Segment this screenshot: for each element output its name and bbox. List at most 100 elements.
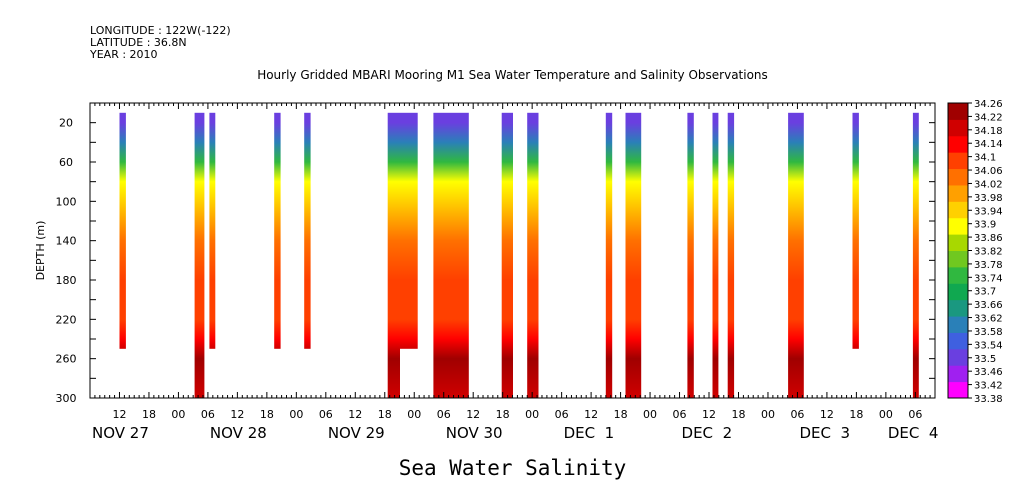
x-day-label: DEC 2	[682, 424, 733, 442]
x-day-label: NOV 28	[210, 424, 267, 442]
x-day-label: NOV 29	[328, 424, 385, 442]
data-column-7	[400, 112, 418, 349]
colorbar-label: 33.94	[974, 206, 1003, 217]
colorbar-label: 33.54	[974, 340, 1003, 351]
x-hour-label: 06	[673, 408, 687, 421]
colorbar-swatch	[948, 250, 968, 268]
data-column-13	[687, 112, 694, 399]
x-hour-label: 06	[201, 408, 215, 421]
x-hour-label: 18	[614, 408, 628, 421]
data-column-17	[852, 112, 859, 349]
colorbar-label: 33.74	[974, 273, 1003, 284]
chart-caption: Sea Water Salinity	[398, 456, 627, 480]
colorbar-label: 33.42	[974, 381, 1003, 392]
x-hour-label: 06	[319, 408, 333, 421]
colorbar-label: 34.18	[974, 126, 1003, 137]
colorbar-label: 33.78	[974, 260, 1003, 271]
data-column-1	[119, 112, 126, 349]
x-day-label: NOV 30	[446, 424, 503, 442]
data-column-14	[712, 112, 719, 399]
data-column-5	[304, 112, 311, 349]
colorbar-swatch	[948, 316, 968, 333]
colorbar-label: 33.58	[974, 327, 1003, 338]
x-hour-label: 00	[761, 408, 775, 421]
x-hour-label: 18	[142, 408, 156, 421]
year-label: YEAR : 2010	[90, 48, 158, 61]
x-hour-label: 18	[496, 408, 510, 421]
data-column-11	[605, 112, 613, 399]
x-hour-label: 06	[908, 408, 922, 421]
y-tick-label: 60	[59, 156, 73, 169]
colorbar-swatch	[948, 266, 968, 284]
x-hour-label: 12	[466, 408, 480, 421]
x-hour-label: 00	[525, 408, 539, 421]
colorbar-swatch	[948, 234, 968, 251]
colorbar-swatch	[948, 152, 968, 170]
colorbar-label: 33.82	[974, 247, 1003, 258]
colorbar-swatch	[948, 332, 968, 350]
x-hour-label: 06	[790, 408, 804, 421]
data-column-18	[912, 112, 919, 399]
data-column-4	[274, 112, 281, 349]
colorbar-label: 33.98	[974, 193, 1003, 204]
y-tick-label: 300	[56, 392, 77, 405]
colorbar-label: 33.7	[974, 287, 996, 298]
y-tick-label: 20	[59, 117, 73, 130]
x-hour-label: 06	[555, 408, 569, 421]
x-hour-label: 00	[289, 408, 303, 421]
x-hour-label: 12	[112, 408, 126, 421]
data-column-16	[788, 112, 804, 399]
colorbar-label: 34.22	[974, 112, 1003, 123]
data-column-12	[625, 112, 642, 399]
x-hour-label: 18	[731, 408, 745, 421]
y-axis: 20 60 100 140 180 220 260 300	[56, 102, 935, 405]
x-day-label: DEC 4	[888, 424, 939, 442]
data-column-15	[727, 112, 735, 399]
y-tick-label: 260	[56, 353, 77, 366]
x-hour-label: 12	[230, 408, 244, 421]
colorbar-swatch	[948, 184, 968, 202]
data-column-9	[501, 112, 513, 399]
colorbar-label: 34.26	[974, 99, 1003, 110]
colorbar-swatch	[948, 217, 968, 235]
colorbar-swatch	[948, 299, 968, 317]
data-column-8	[433, 112, 469, 399]
colorbar-label: 34.02	[974, 179, 1003, 190]
colorbar-swatch	[948, 365, 968, 383]
y-tick-label: 140	[56, 235, 77, 248]
chart-title: Hourly Gridded MBARI Mooring M1 Sea Wate…	[257, 68, 768, 82]
data-column-3	[209, 112, 216, 349]
x-hour-label: 00	[407, 408, 421, 421]
colorbar-label: 33.5	[974, 354, 996, 365]
x-hour-label: 18	[260, 408, 274, 421]
y-tick-label: 220	[56, 313, 77, 326]
x-axis: 12 18 00 06 12 18 00 06 12 18 00 06 12 18 00 06 12 18 00 06…	[89, 103, 939, 442]
y-tick-label: 180	[56, 274, 77, 287]
data-column-6	[387, 112, 400, 399]
y-axis-label: DEPTH (m)	[34, 221, 47, 281]
colorbar-label: 33.66	[974, 300, 1003, 311]
colorbar-label: 34.14	[974, 139, 1003, 150]
y-tick-label: 100	[56, 195, 77, 208]
x-hour-label: 18	[849, 408, 863, 421]
x-hour-label: 12	[820, 408, 834, 421]
x-hour-label: 06	[437, 408, 451, 421]
colorbar-label: 33.9	[974, 220, 996, 231]
x-hour-label: 12	[584, 408, 598, 421]
longitude-label: LONGITUDE : 122W(-122)	[90, 24, 231, 37]
data-columns	[119, 112, 919, 399]
colorbar-swatch	[948, 283, 968, 301]
x-day-label: DEC 3	[799, 424, 850, 442]
x-day-label: NOV 27	[92, 424, 149, 442]
colorbar-swatch	[948, 103, 968, 120]
x-hour-label: 18	[378, 408, 392, 421]
colorbar-swatch	[948, 135, 968, 153]
latitude-label: LATITUDE : 36.8N	[90, 36, 187, 49]
data-column-2	[194, 112, 205, 399]
colorbar-swatch	[948, 381, 968, 399]
x-hour-label: 12	[348, 408, 362, 421]
colorbar-label: 33.38	[974, 394, 1003, 405]
x-hour-label: 00	[879, 408, 893, 421]
x-hour-label: 00	[643, 408, 657, 421]
